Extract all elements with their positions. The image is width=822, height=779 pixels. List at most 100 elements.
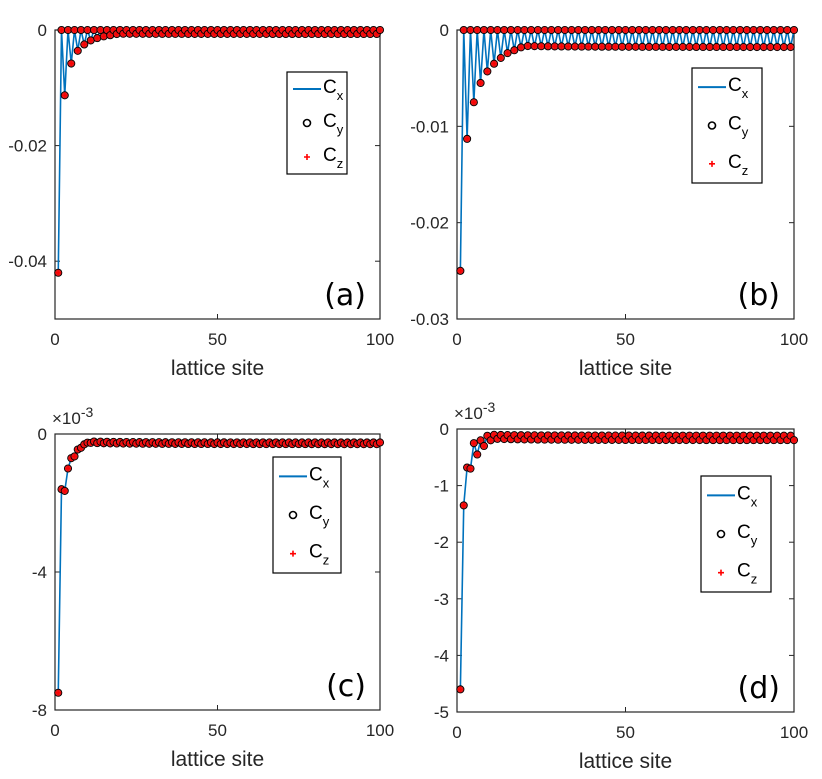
data-point-cz	[471, 440, 477, 446]
data-point-cz	[525, 43, 531, 49]
panel-tag: (c)	[326, 669, 366, 704]
data-point-cz	[764, 27, 770, 33]
data-point-cz	[488, 27, 494, 33]
data-point-cz	[542, 437, 548, 443]
data-point-cz	[626, 433, 632, 439]
data-point-cz	[788, 44, 794, 50]
y-tick-label: -0.01	[410, 117, 449, 136]
data-point-cz	[724, 27, 730, 33]
data-point-cz	[542, 27, 548, 33]
data-point-cz	[572, 44, 578, 50]
data-point-cz	[683, 27, 689, 33]
data-point-cz	[683, 437, 689, 443]
data-point-cz	[532, 432, 538, 438]
data-point-cz	[521, 27, 527, 33]
x-axis-label: lattice site	[579, 357, 672, 380]
data-point-cz	[484, 68, 490, 74]
data-point-cz	[781, 433, 787, 439]
legend-plus-icon	[290, 550, 296, 557]
data-point-cz	[619, 44, 625, 50]
y-tick-label: -4	[434, 646, 449, 665]
data-point-cz	[791, 27, 797, 33]
data-point-cz	[639, 433, 645, 439]
data-point-cz	[730, 27, 736, 33]
x-tick-label: 50	[616, 330, 635, 349]
data-point-cz	[747, 44, 753, 50]
data-point-cz	[515, 436, 521, 442]
data-point-cz	[589, 437, 595, 443]
data-point-cz	[511, 432, 517, 438]
legend-subscript: x	[337, 88, 344, 103]
data-point-cz	[629, 27, 635, 33]
data-point-cz	[653, 433, 659, 439]
data-point-cz	[562, 437, 568, 443]
data-point-cz	[558, 43, 564, 49]
data-point-cz	[774, 44, 780, 50]
y-tick-label: -0.04	[8, 252, 47, 271]
data-point-cz	[545, 43, 551, 49]
data-point-cz	[778, 437, 784, 443]
data-point-cz	[700, 433, 706, 439]
data-point-cz	[81, 41, 87, 47]
data-point-cz	[579, 433, 585, 439]
data-point-cz	[457, 268, 463, 274]
data-point-cz	[670, 27, 676, 33]
data-point-cz	[744, 27, 750, 33]
data-point-cz	[690, 437, 696, 443]
legend-subscript: y	[337, 122, 344, 137]
data-point-cz	[663, 437, 669, 443]
data-point-cz	[602, 437, 608, 443]
panel-b: 0 50 100 0 -0.01 -0.02 -0.03 lattice site (b) CxC…	[410, 21, 808, 380]
data-point-cz	[720, 433, 726, 439]
data-point-cz	[784, 27, 790, 33]
data-point-cz	[754, 44, 760, 50]
data-point-cz	[596, 27, 602, 33]
data-point-cz	[754, 433, 760, 439]
data-point-cz	[552, 432, 558, 438]
data-point-cz	[717, 437, 723, 443]
legend-subscript: y	[751, 533, 758, 548]
data-point-cz	[569, 437, 575, 443]
data-point-cz	[636, 27, 642, 33]
data-point-cz	[545, 432, 551, 438]
data-point-cz	[592, 433, 598, 439]
data-point-cz	[565, 44, 571, 50]
data-point-cz	[101, 33, 107, 39]
data-point-cz	[501, 436, 507, 442]
data-point-cz	[727, 44, 733, 50]
data-point-cz	[713, 44, 719, 50]
legend-subscript: y	[742, 125, 749, 140]
data-point-cz	[582, 27, 588, 33]
y-tick-label: 0	[440, 420, 449, 439]
data-point-cz	[633, 433, 639, 439]
data-point-cz	[643, 27, 649, 33]
legend-subscript: y	[323, 514, 330, 529]
data-point-cz	[572, 432, 578, 438]
legend-circle-icon	[707, 121, 717, 130]
data-point-cz	[643, 437, 649, 443]
data-point-cz	[518, 44, 524, 50]
data-point-cz	[467, 466, 473, 472]
data-point-cz	[771, 27, 777, 33]
data-point-cz	[747, 433, 753, 439]
data-point-cz	[491, 61, 497, 67]
data-point-cz	[538, 43, 544, 49]
legend-box	[700, 475, 772, 593]
data-point-cz	[639, 44, 645, 50]
data-point-cz	[781, 44, 787, 50]
data-point-cz	[612, 433, 618, 439]
x-tick-label: 0	[452, 330, 461, 349]
x-tick-label: 50	[616, 723, 635, 742]
data-point-cz	[59, 27, 64, 33]
legend-subscript: z	[742, 163, 749, 178]
y-exponent-label: ×10-3	[52, 404, 94, 428]
panel-tag: (d)	[738, 671, 780, 706]
legend-subscript: z	[337, 156, 344, 171]
y-tick-label: 0	[38, 21, 47, 40]
data-point-cz	[757, 437, 763, 443]
data-point-cz	[666, 44, 672, 50]
